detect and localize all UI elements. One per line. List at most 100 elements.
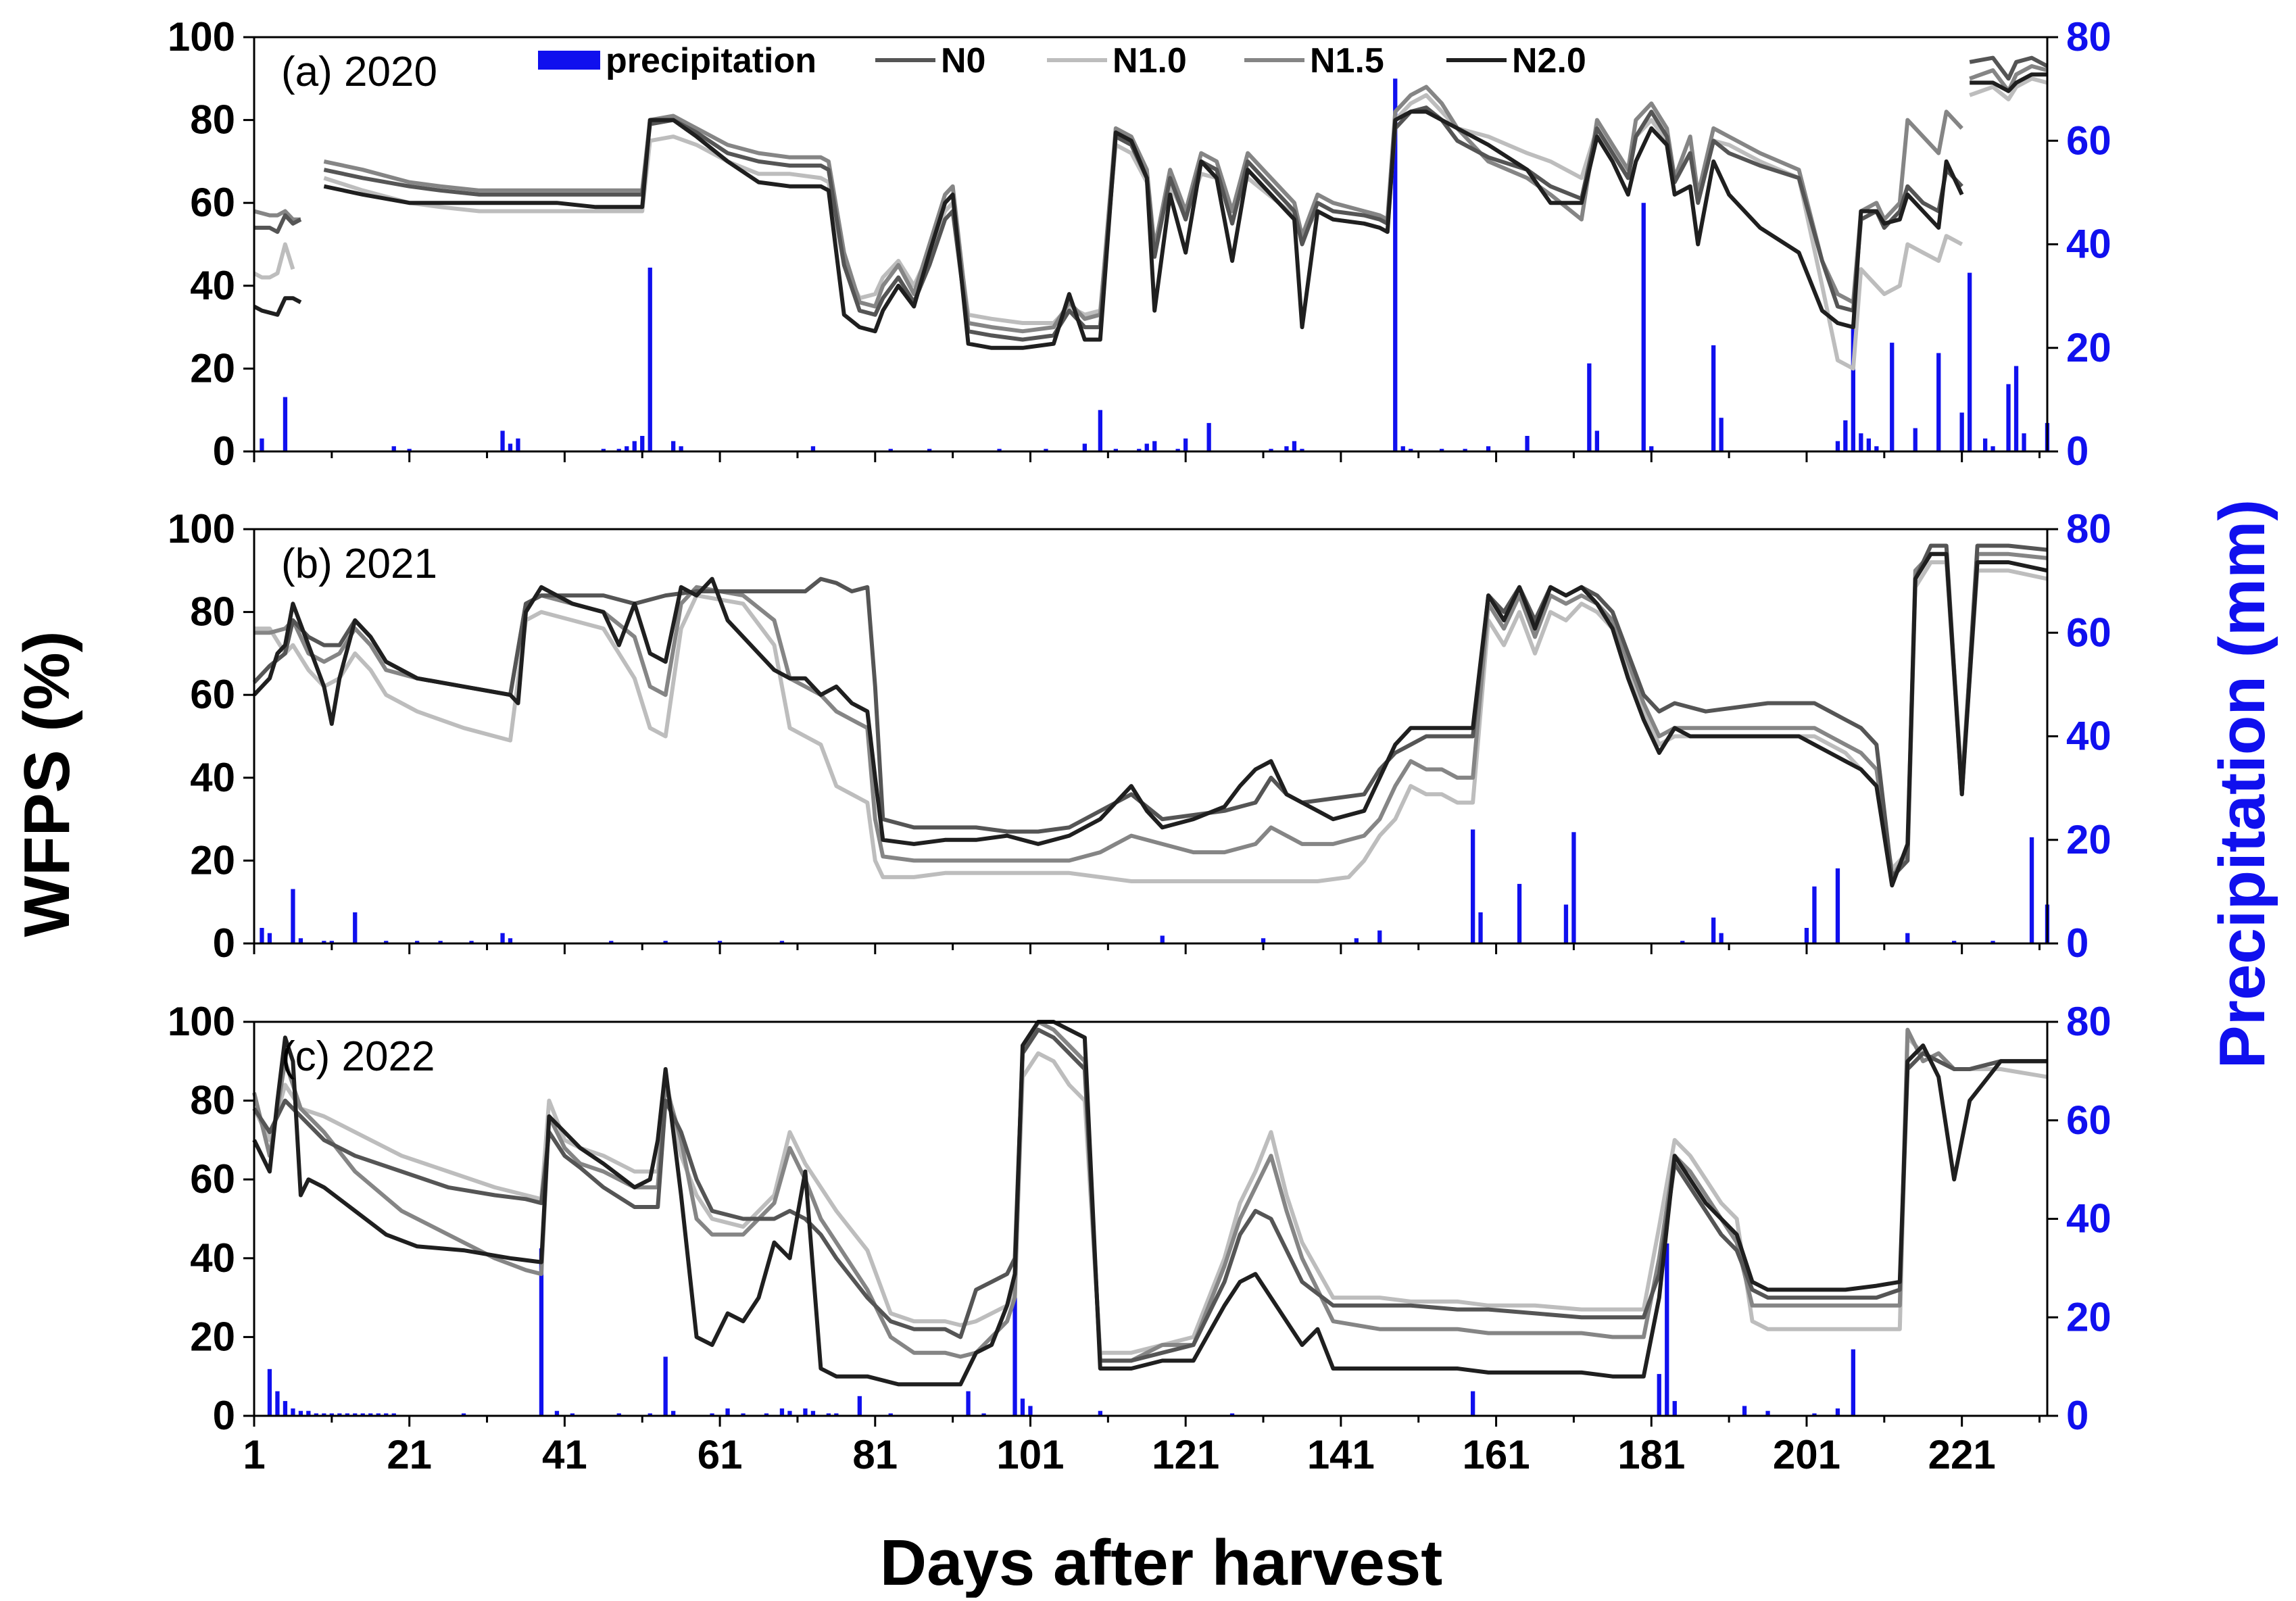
precip-bar — [927, 449, 932, 451]
precip-bar — [508, 938, 513, 943]
precip-bar — [291, 1408, 295, 1416]
y-right-tick-label: 20 — [2066, 1294, 2111, 1339]
series-line-N0 — [252, 1027, 2047, 1363]
legend-label: N1.5 — [1310, 41, 1384, 80]
precip-bar — [1525, 436, 1530, 451]
precip-bar — [368, 1413, 373, 1416]
precip-bar — [345, 1413, 349, 1416]
precip-bar — [1649, 446, 1654, 451]
series-line-N2-0 — [323, 109, 1964, 350]
y-left-tick-label: 0 — [213, 920, 235, 966]
precip-bar — [1471, 829, 1475, 943]
precip-bar — [360, 1413, 365, 1416]
x-tick-label: 201 — [1773, 1432, 1840, 1477]
precip-bar — [741, 1413, 746, 1416]
y-left-tick-label: 0 — [213, 1393, 235, 1438]
precip-bar — [779, 1408, 785, 1416]
precip-bar — [260, 928, 264, 943]
series-line-N1-0 — [323, 93, 1963, 371]
precip-bar — [888, 1413, 893, 1416]
series-line-N0 — [252, 543, 2048, 879]
y-left-tick-label: 20 — [190, 345, 235, 391]
precip-bar — [1641, 203, 1646, 451]
precip-bar — [1517, 883, 1522, 943]
precip-bar — [609, 941, 614, 943]
precip-bar — [1587, 363, 1592, 451]
precip-bar — [415, 941, 420, 943]
precip-bar — [539, 1248, 544, 1416]
precip-bar — [1229, 1413, 1235, 1416]
precip-bar — [1478, 912, 1483, 943]
precip-bar — [1571, 832, 1576, 943]
precip-bar — [671, 441, 676, 451]
precip-bar — [1471, 1391, 1475, 1416]
precip-bar — [283, 1401, 288, 1416]
precip-bar — [516, 438, 520, 451]
precip-bar — [1742, 1406, 1747, 1416]
y-left-tick-label: 20 — [190, 837, 235, 883]
x-tick-label: 141 — [1307, 1432, 1375, 1477]
precip-bar — [648, 268, 652, 451]
precip-bar — [500, 430, 505, 451]
right-y-axis-title: Precipitation (mm) — [2206, 499, 2278, 1069]
series-line-N2-0 — [253, 296, 302, 317]
legend-label: precipitation — [606, 41, 816, 80]
y-right-tick-label: 80 — [2066, 999, 2111, 1044]
precip-bar — [1719, 418, 1724, 451]
precip-bar — [314, 1413, 318, 1416]
precip-bar — [1680, 941, 1685, 943]
y-right-tick-label: 60 — [2066, 1098, 2111, 1143]
precip-bar — [1020, 1398, 1025, 1416]
precip-bar — [384, 941, 389, 943]
series-line-N0 — [1969, 55, 2049, 81]
precip-bar — [1719, 933, 1724, 943]
precip-bar — [1594, 430, 1599, 451]
series-line-N1-5 — [254, 551, 2048, 879]
legend-swatch-precipitation — [538, 51, 600, 70]
precip-bar — [857, 1396, 862, 1416]
series-line-N1-5 — [253, 209, 301, 222]
panel-3: 0 20 40 60 80 100 0 20 40 60 80 (c) 2022 — [168, 999, 2111, 1438]
precip-bar — [1400, 446, 1405, 451]
precip-bar — [725, 1408, 730, 1416]
precip-bar — [997, 449, 1002, 451]
precip-bar — [625, 446, 629, 451]
x-tick-label: 41 — [542, 1432, 587, 1477]
precip-bar — [306, 1410, 311, 1416]
legend-label: N1.0 — [1113, 41, 1187, 80]
precip-bar — [1859, 433, 1863, 451]
precip-bar — [663, 1356, 668, 1416]
y-left-tick-label: 100 — [168, 14, 235, 59]
precip-bar — [1711, 917, 1716, 943]
precip-bar — [671, 1410, 676, 1416]
precip-bar — [1983, 438, 1988, 451]
y-right-tick-label: 20 — [2066, 325, 2111, 370]
precip-bar — [1711, 345, 1716, 451]
y-left-tick-label: 40 — [190, 1235, 235, 1281]
precip-bar — [1152, 441, 1157, 451]
precip-bar — [1812, 886, 1817, 943]
series-line-N0 — [254, 213, 302, 235]
y-right-tick-label: 80 — [2066, 14, 2111, 59]
x-tick-label: 61 — [698, 1432, 743, 1477]
y-left-tick-label: 40 — [190, 755, 235, 800]
precip-bar — [810, 446, 816, 451]
precip-bar — [1261, 938, 1266, 943]
precip-bar — [1269, 449, 1273, 451]
y-left-tick-label: 0 — [213, 428, 235, 474]
precip-bar — [384, 1413, 389, 1416]
precip-bar — [322, 1413, 326, 1416]
precip-bar — [1952, 941, 1957, 943]
precip-bar — [329, 941, 334, 943]
y-right-tick-label: 60 — [2066, 610, 2111, 655]
precip-bar — [616, 449, 621, 451]
y-left-tick-label: 80 — [190, 1078, 235, 1123]
y-left-tick-label: 100 — [168, 506, 235, 551]
y-right-tick-label: 40 — [2066, 1196, 2111, 1241]
precip-bar — [803, 1408, 808, 1416]
y-left-tick-label: 80 — [190, 97, 235, 143]
precip-bar — [1300, 449, 1304, 451]
precip-bar — [981, 1413, 986, 1416]
panel-label: (a) 2020 — [281, 49, 437, 95]
precip-bar — [1206, 422, 1211, 451]
